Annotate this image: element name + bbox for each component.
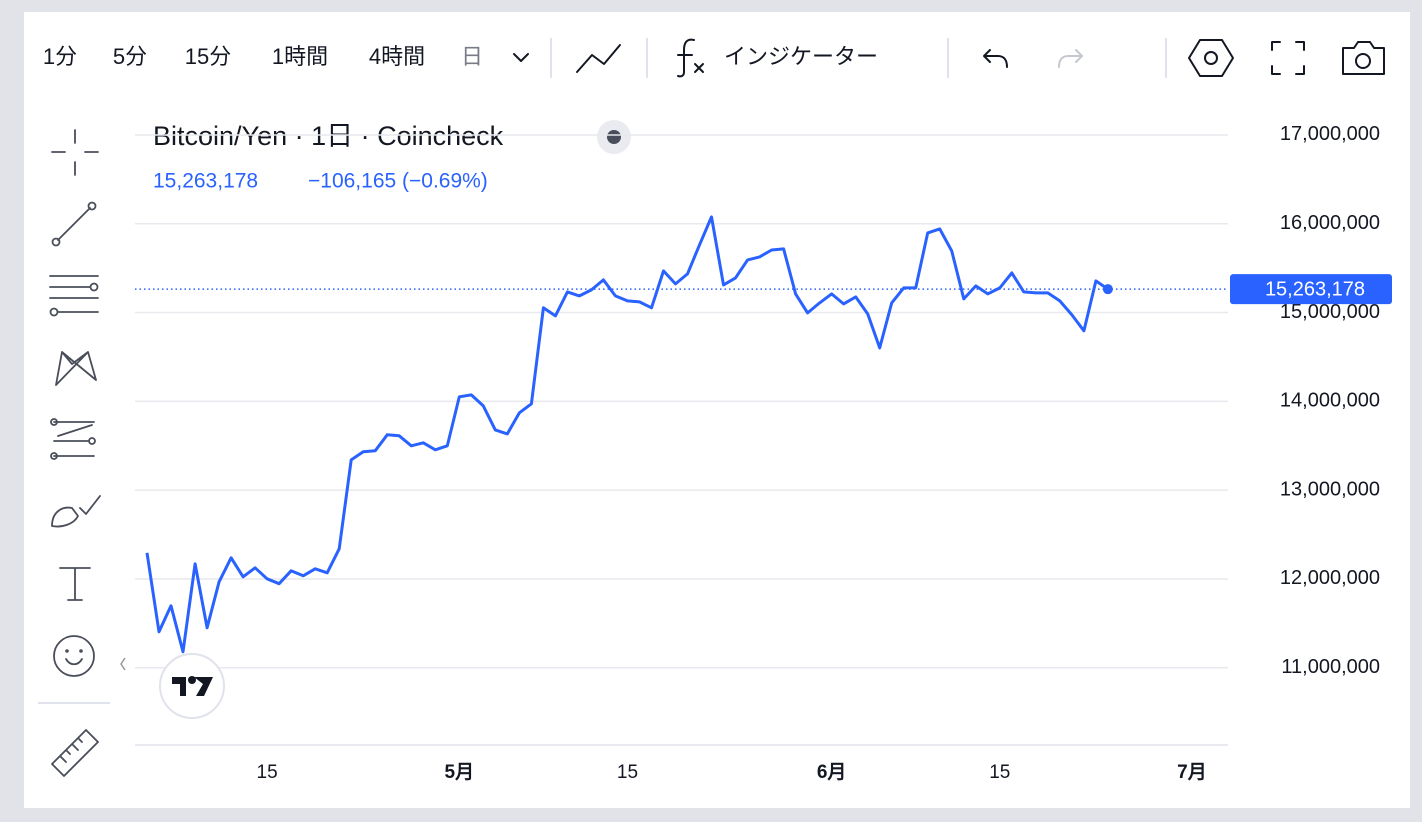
chart-title: Bitcoin/Yen · 1日 · Coincheck — [153, 121, 504, 151]
y-tick-label: 11,000,000 — [1281, 656, 1380, 678]
y-tick-label: 16,000,000 — [1280, 212, 1380, 234]
tool-handle — [50, 452, 58, 460]
logo-badge — [159, 653, 225, 719]
interval[interactable]: 4時間 — [369, 44, 425, 69]
y-tick-label: 12,000,000 — [1280, 567, 1380, 589]
x-tick-label: 7月 — [1177, 762, 1207, 783]
y-tick-label: 13,000,000 — [1280, 478, 1380, 500]
tool-handle — [89, 282, 99, 292]
tool-handle — [49, 307, 59, 317]
y-tick-label: 15,000,000 — [1280, 301, 1380, 323]
text-tool[interactable] — [59, 567, 91, 601]
crosshair-tool[interactable] — [51, 129, 99, 176]
logo-dot — [188, 676, 196, 684]
brush-tool[interactable] — [51, 495, 101, 528]
chart-type-icon[interactable] — [576, 44, 621, 73]
interval[interactable]: 5分 — [113, 44, 147, 69]
tool-handle — [87, 201, 97, 211]
emoji-eye — [65, 649, 69, 653]
interval[interactable]: 日 — [461, 44, 483, 69]
x-tick-label: 15 — [989, 762, 1010, 783]
panel — [24, 12, 1410, 808]
price-line — [145, 215, 1109, 654]
last-point — [1102, 284, 1113, 295]
prediction-tool[interactable] — [53, 421, 95, 457]
fib-tool[interactable] — [49, 275, 99, 313]
camera-lens — [1355, 53, 1371, 69]
x-tick-label: 5月 — [445, 762, 475, 783]
camera-icon[interactable] — [1342, 41, 1385, 75]
x-tick-label: 15 — [617, 762, 638, 783]
interval[interactable]: 1時間 — [272, 44, 328, 69]
tool-handle — [88, 437, 96, 445]
price-tag-label: 15,263,178 — [1265, 278, 1365, 300]
interval[interactable]: 1分 — [43, 44, 77, 69]
price-change: −106,165 (−0.69%) — [308, 170, 488, 193]
top-toolbar: 1分 5分 15分 1時間 4時間 日 インジケーター — [43, 38, 1385, 78]
status-dot — [607, 130, 621, 144]
price-tag — [1230, 274, 1392, 305]
last-price: 15,263,178 — [153, 170, 258, 193]
indicators-button[interactable]: インジケーター — [724, 44, 878, 69]
settings-icon-center — [1204, 51, 1218, 65]
emoji-smile — [65, 658, 83, 666]
ruler-tool[interactable] — [51, 729, 99, 777]
x-tick-label: 15 — [257, 762, 278, 783]
dropdown-icon[interactable] — [513, 53, 529, 62]
tool-handle — [50, 418, 58, 426]
y-tick-label: 17,000,000 — [1280, 123, 1380, 145]
emoji-tool[interactable] — [53, 635, 95, 677]
plot: 11,000,000 12,000,000 13,000,000 14,000,000… — [135, 123, 1392, 783]
trendline-tool[interactable] — [57, 207, 91, 241]
x-tick-label: 6月 — [817, 762, 847, 783]
logo — [172, 677, 213, 696]
interval[interactable]: 15分 — [185, 44, 231, 69]
pattern-tool[interactable] — [55, 351, 97, 386]
settings-icon[interactable] — [1188, 39, 1234, 77]
y-tick-label: 14,000,000 — [1280, 390, 1380, 412]
indicator-icon[interactable] — [677, 38, 704, 78]
redo-icon[interactable] — [1058, 49, 1084, 68]
tool-handle — [51, 237, 61, 247]
undo-icon[interactable] — [983, 49, 1008, 68]
left-toolbar — [38, 129, 126, 777]
fullscreen-icon[interactable] — [1271, 41, 1305, 75]
emoji-eye — [79, 649, 83, 653]
collapse-arrow[interactable] — [120, 657, 126, 671]
